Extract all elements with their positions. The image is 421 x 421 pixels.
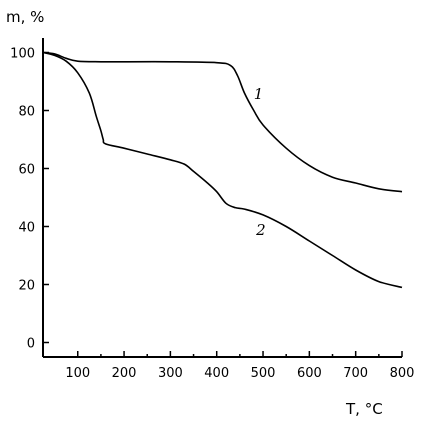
- series-group: 12: [42, 51, 403, 289]
- y-tick-label: 80: [18, 105, 35, 120]
- y-tick-label: 60: [18, 163, 35, 178]
- x-tick-label: 200: [112, 366, 137, 381]
- x-tick-label: 400: [204, 366, 229, 381]
- x-tick-label: 700: [343, 366, 368, 381]
- x-tick-label: 800: [390, 366, 415, 381]
- x-tick-label: 500: [251, 366, 276, 381]
- series-1-label: 1: [254, 85, 264, 103]
- series-1-line: [42, 51, 403, 193]
- y-axis-title: m, %: [6, 8, 44, 26]
- axes: 0 20 40 60 80 100 100 200 300 400 500 600 700 800: [10, 38, 414, 381]
- series-2-label: 2: [255, 221, 266, 239]
- y-tick-label: 20: [18, 279, 35, 294]
- x-tick-label: 300: [158, 366, 183, 381]
- y-tick-label: 100: [10, 47, 35, 62]
- y-tick-label: 0: [27, 337, 35, 352]
- x-tick-label: 600: [297, 366, 322, 381]
- y-tick-label: 40: [18, 221, 35, 236]
- x-axis-title: T, °C: [345, 400, 383, 418]
- x-tick-label: 100: [65, 366, 90, 381]
- series-2-line: [42, 51, 403, 289]
